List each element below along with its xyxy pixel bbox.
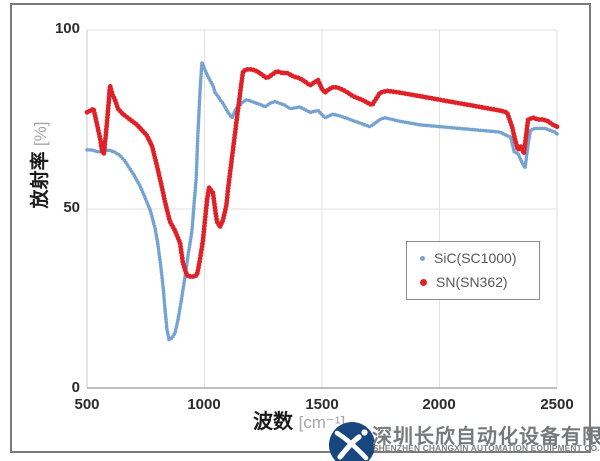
- legend-label: SN(SN362): [436, 274, 508, 290]
- x-axis-unit: [cm⁻¹]: [298, 413, 346, 432]
- legend-item-sic: SiC(SC1000): [420, 251, 539, 266]
- x-tick-label: 1000: [187, 396, 221, 413]
- x-tick-label: 500: [74, 396, 100, 413]
- legend: SiC(SC1000) SN(SN362): [406, 241, 540, 300]
- y-tick-label: 50: [63, 199, 80, 216]
- company-logo-icon: [329, 422, 375, 461]
- y-tick-label: 0: [71, 379, 80, 396]
- sn-marker-icon: [420, 279, 427, 286]
- x-axis-title: 波数 [cm⁻¹]: [253, 405, 345, 434]
- y-axis-unit: [%]: [31, 121, 50, 147]
- x-tick-label: 1500: [305, 396, 339, 413]
- company-name-en: SHENZHEN CHANGXIN AUTOMATION EQUIPMENT C…: [373, 443, 600, 453]
- x-tick-label: 2000: [422, 396, 456, 413]
- legend-label: SiC(SC1000): [434, 250, 517, 266]
- x-axis-title-text: 波数: [253, 411, 293, 433]
- y-axis-title-text: 放射率: [30, 151, 51, 209]
- y-tick-label: 100: [54, 20, 80, 37]
- company-name-cn: 深圳长欣自动化设备有限公司: [372, 426, 600, 448]
- x-tick-label: 2500: [540, 396, 574, 413]
- y-axis-title: 放射率 [%]: [25, 85, 51, 245]
- sic-marker-icon: [420, 256, 425, 261]
- legend-item-sn: SN(SN362): [420, 275, 539, 290]
